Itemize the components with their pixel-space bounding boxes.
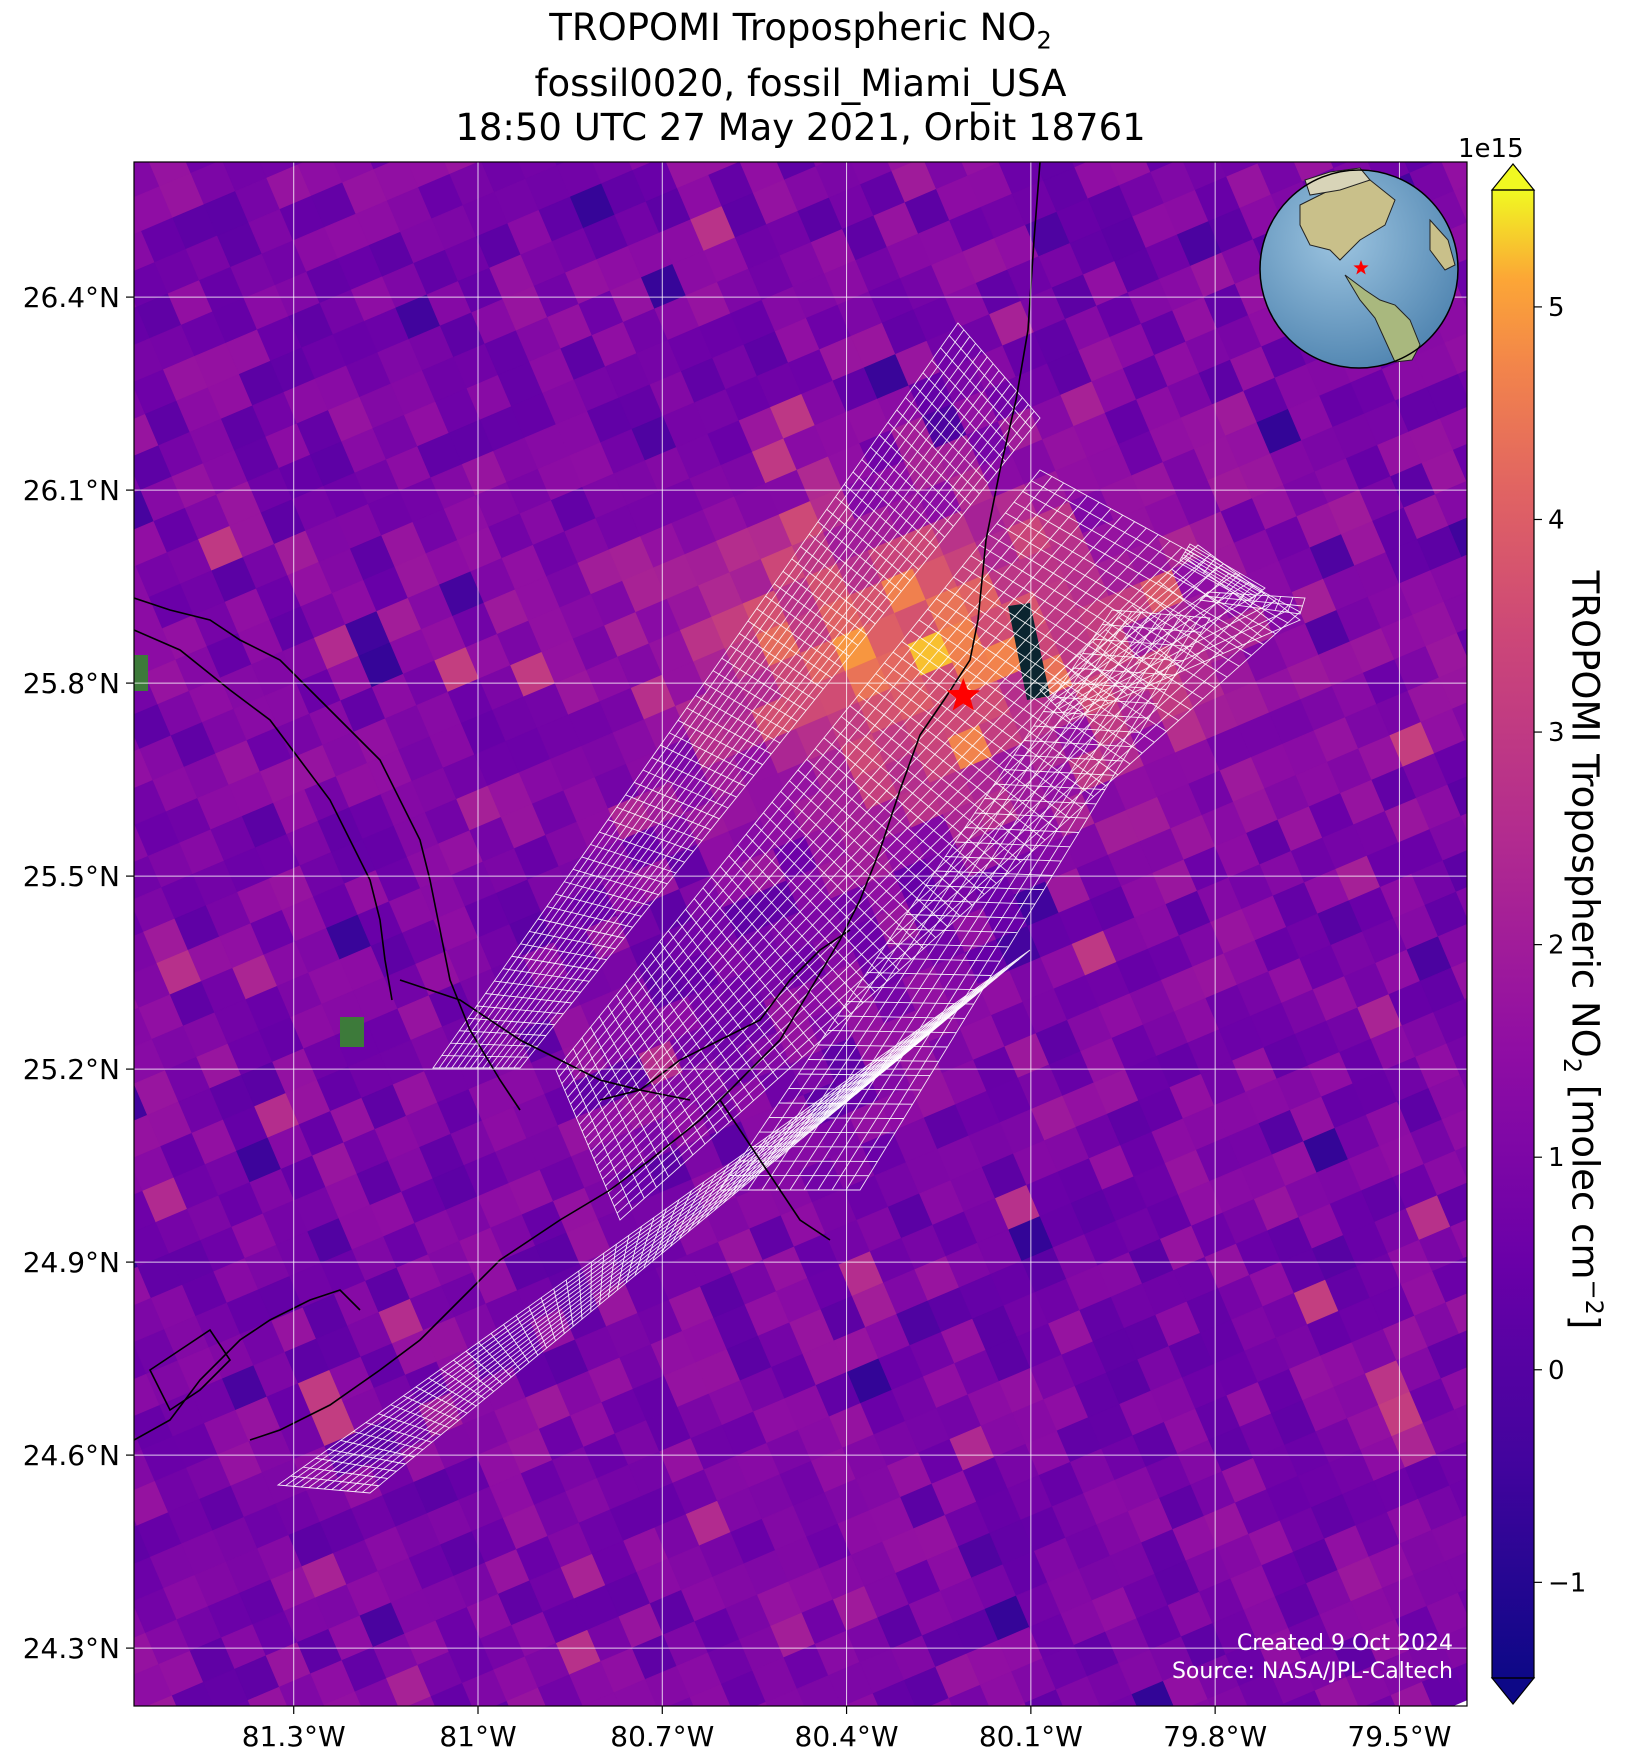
colorbar-exponent: 1e15 bbox=[1458, 134, 1524, 164]
lat-tick-label: 26.1°N bbox=[23, 474, 120, 507]
colorbar-tick-label: 3 bbox=[1548, 718, 1565, 748]
globe-marker-icon bbox=[1353, 260, 1369, 275]
lon-tick-label: 81.3°W bbox=[242, 1720, 346, 1752]
colorbar-tick-label: 4 bbox=[1548, 505, 1565, 535]
credits: Created 9 Oct 2024 Source: NASA/JPL-Calt… bbox=[1172, 1630, 1453, 1686]
coastline bbox=[134, 162, 1041, 1441]
lat-tick-label: 24.6°N bbox=[23, 1439, 120, 1472]
title-line-3: 18:50 UTC 27 May 2021, Orbit 18761 bbox=[455, 106, 1146, 150]
latitude-ticks: 26.4°N 26.1°N 25.8°N 25.5°N 25.2°N 24.9°N 24.6… bbox=[23, 281, 134, 1665]
lon-tick-label: 80.4°W bbox=[795, 1720, 899, 1752]
title-line-2: fossil0020, fossil_Miami_USA bbox=[534, 62, 1067, 106]
lon-tick-label: 79.8°W bbox=[1163, 1720, 1267, 1752]
colorbar-label: TROPOMI Tropospheric NO2 [molec cm−2] bbox=[1558, 570, 1608, 1330]
created-date: Created 9 Oct 2024 bbox=[1236, 1631, 1453, 1656]
lon-tick-label: 81°W bbox=[439, 1720, 516, 1752]
colorbar-tick-label: −1 bbox=[1548, 1568, 1586, 1598]
colorbar-tick-label: 2 bbox=[1548, 931, 1565, 961]
target-swath-grid bbox=[276, 322, 1306, 1494]
lat-tick-label: 25.2°N bbox=[23, 1053, 120, 1086]
graticule bbox=[134, 162, 1467, 1706]
colorbar-extend-max bbox=[1490, 163, 1536, 191]
star-icon bbox=[946, 678, 981, 711]
colorbar-tick-label: 0 bbox=[1548, 1356, 1565, 1386]
lat-tick-label: 24.9°N bbox=[23, 1246, 120, 1279]
lon-tick-label: 80.7°W bbox=[610, 1720, 714, 1752]
title-line-1: TROPOMI Tropospheric NO2 bbox=[549, 6, 1052, 55]
longitude-ticks: 81.3°W 81°W 80.7°W 80.4°W 80.1°W 79.8°W 79.5°W bbox=[242, 1706, 1451, 1752]
lat-tick-label: 25.8°N bbox=[23, 667, 120, 700]
globe-inset bbox=[1259, 167, 1459, 369]
lat-tick-label: 26.4°N bbox=[23, 281, 120, 314]
colorbar-gradient bbox=[1492, 190, 1534, 1678]
chart-title: TROPOMI Tropospheric NO2 fossil0020, fos… bbox=[134, 6, 1467, 150]
colorbar-extend-min bbox=[1490, 1677, 1536, 1705]
colorbar-tick-label: 1 bbox=[1548, 1143, 1565, 1173]
target-star-marker bbox=[946, 678, 981, 711]
data-source: Source: NASA/JPL-Caltech bbox=[1171, 1659, 1453, 1684]
colorbar-tick-label: 5 bbox=[1548, 293, 1565, 323]
lon-tick-label: 80.1°W bbox=[979, 1720, 1083, 1752]
lon-tick-label: 79.5°W bbox=[1347, 1720, 1451, 1752]
map-frame bbox=[133, 161, 1468, 1707]
lat-tick-label: 25.5°N bbox=[23, 860, 120, 893]
colorbar-ticks: −1 0 1 2 3 4 5 bbox=[1534, 293, 1586, 1598]
map-panel: 81.3°W 81°W 80.7°W 80.4°W 80.1°W 79.8°W 79.5°W… bbox=[23, 161, 1468, 1752]
lat-tick-label: 24.3°N bbox=[23, 1632, 120, 1665]
